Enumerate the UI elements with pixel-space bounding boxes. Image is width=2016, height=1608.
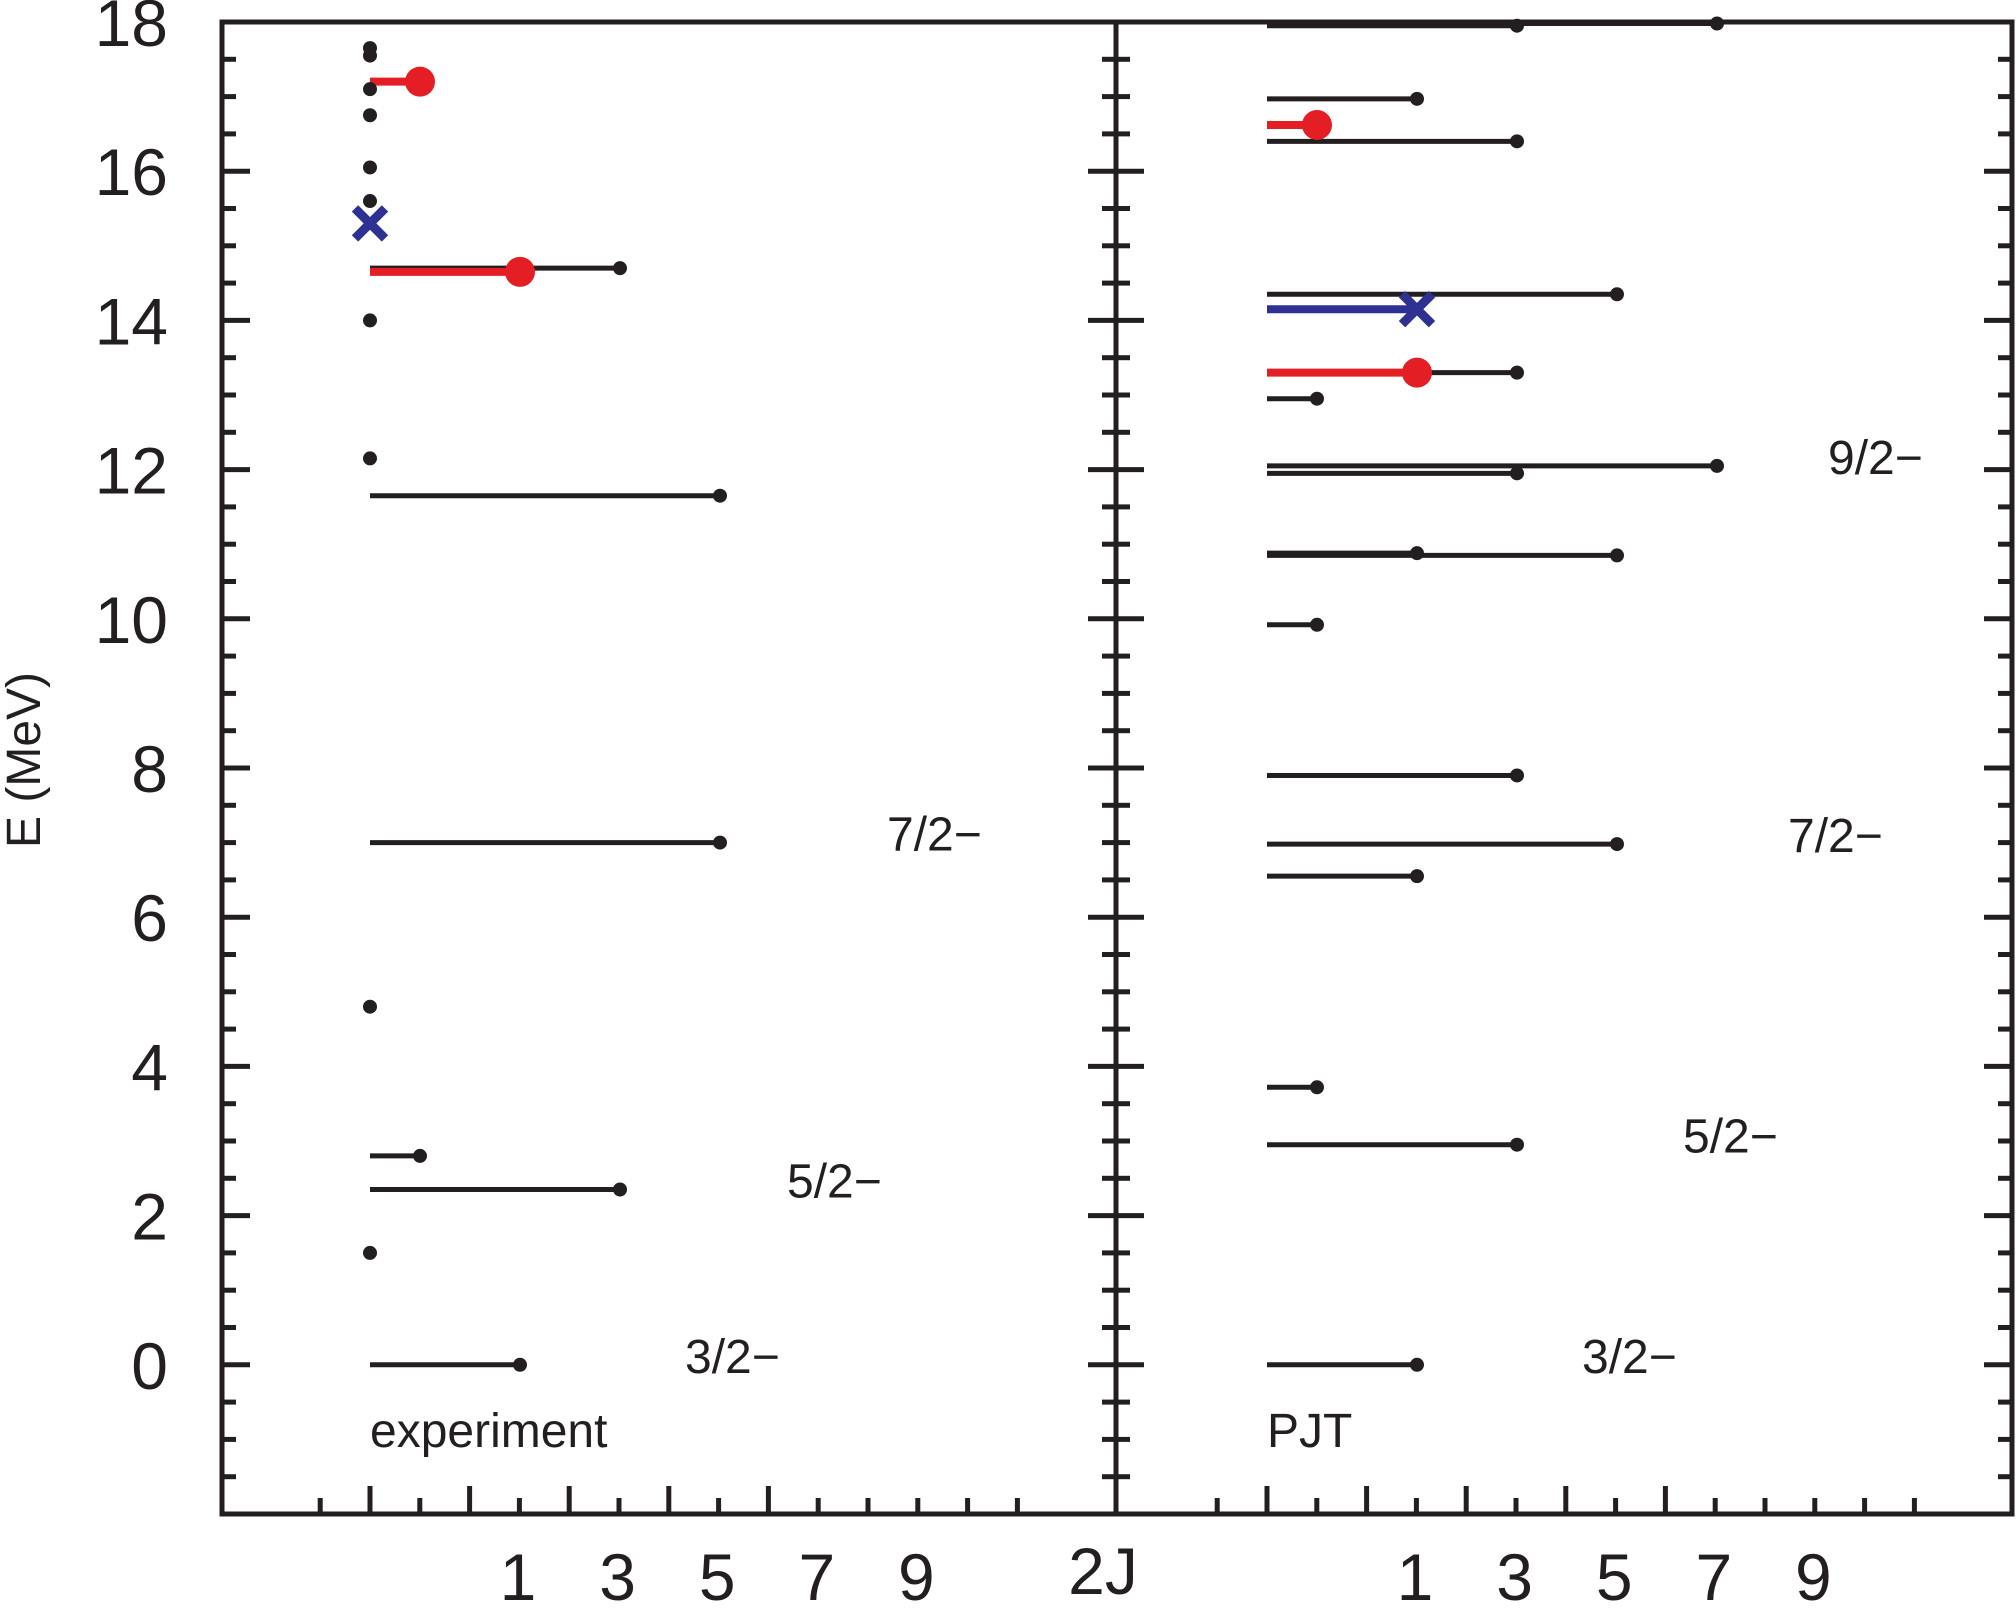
y-tick-label: 4 (131, 1030, 168, 1104)
level-point (1410, 869, 1424, 884)
level-point (1510, 134, 1524, 149)
x-tick-label: 7 (798, 1540, 835, 1608)
unassigned-level-point (363, 451, 377, 466)
level-point (1510, 365, 1524, 380)
resonance-point (405, 66, 435, 97)
level-point (613, 261, 627, 276)
level-point (1310, 391, 1324, 406)
resonance-point (1302, 109, 1332, 140)
y-tick-label: 10 (95, 583, 168, 657)
level-point (1610, 287, 1624, 302)
x-tick-label: 9 (898, 1540, 935, 1608)
unassigned-level-point (363, 194, 377, 209)
blue-cross-mark (351, 205, 389, 242)
level-point (1510, 18, 1524, 33)
x-tick-label: 3 (1496, 1540, 1533, 1608)
y-tick-label: 16 (95, 135, 168, 209)
unassigned-level-point (363, 82, 377, 97)
y-axis-label: E (MeV) (0, 672, 51, 848)
x-axis-label: 2J (1068, 1534, 1138, 1608)
level-point (1310, 617, 1324, 632)
level-point (1610, 548, 1624, 563)
level-point (513, 1357, 527, 1372)
spin-parity-label: 7/2− (1788, 810, 1883, 863)
level-point (613, 1182, 627, 1197)
panel-label: experiment (370, 1405, 607, 1458)
level-point (713, 488, 727, 503)
unassigned-level-point (363, 41, 377, 56)
unassigned-level-point (363, 160, 377, 175)
x-tick-label: 1 (1397, 1540, 1434, 1608)
level-point (1410, 91, 1424, 106)
unassigned-level-point (363, 108, 377, 123)
spin-parity-label: 3/2− (685, 1331, 780, 1384)
panel-label: PJT (1267, 1405, 1352, 1458)
y-tick-label: 18 (95, 0, 168, 60)
x-tick-label: 5 (699, 1540, 736, 1608)
level-point (413, 1148, 427, 1163)
blue-cross-mark (1398, 291, 1436, 328)
level-point (713, 835, 727, 850)
resonance-point (505, 256, 535, 287)
level-point (1410, 1357, 1424, 1372)
y-tick-label: 6 (131, 881, 168, 955)
level-point (1410, 546, 1424, 561)
level-point (1510, 1137, 1524, 1152)
unassigned-level-point (363, 999, 377, 1014)
x-tick-label: 1 (500, 1540, 537, 1608)
spin-parity-label: 7/2− (887, 809, 982, 862)
level-point (1510, 466, 1524, 481)
y-tick-label: 14 (95, 284, 168, 358)
spin-parity-label: 5/2− (1683, 1111, 1778, 1164)
y-tick-label: 2 (131, 1180, 168, 1254)
x-tick-label: 5 (1596, 1540, 1633, 1608)
y-tick-label: 12 (95, 434, 168, 508)
resonance-point (1402, 357, 1432, 388)
unassigned-level-point (363, 313, 377, 328)
x-tick-label: 7 (1695, 1540, 1732, 1608)
y-tick-label: 8 (131, 732, 168, 806)
level-point (1610, 837, 1624, 852)
spin-parity-label: 3/2− (1582, 1331, 1677, 1384)
level-point (1310, 1080, 1324, 1095)
spin-parity-label: 9/2− (1828, 432, 1923, 485)
spin-parity-label: 5/2− (787, 1155, 882, 1208)
unassigned-level-point (363, 1245, 377, 1260)
x-tick-label: 3 (599, 1540, 636, 1608)
level-point (1710, 16, 1724, 31)
x-tick-label: 9 (1795, 1540, 1832, 1608)
y-tick-label: 0 (131, 1329, 168, 1403)
level-point (1710, 458, 1724, 473)
level-point (1510, 768, 1524, 783)
